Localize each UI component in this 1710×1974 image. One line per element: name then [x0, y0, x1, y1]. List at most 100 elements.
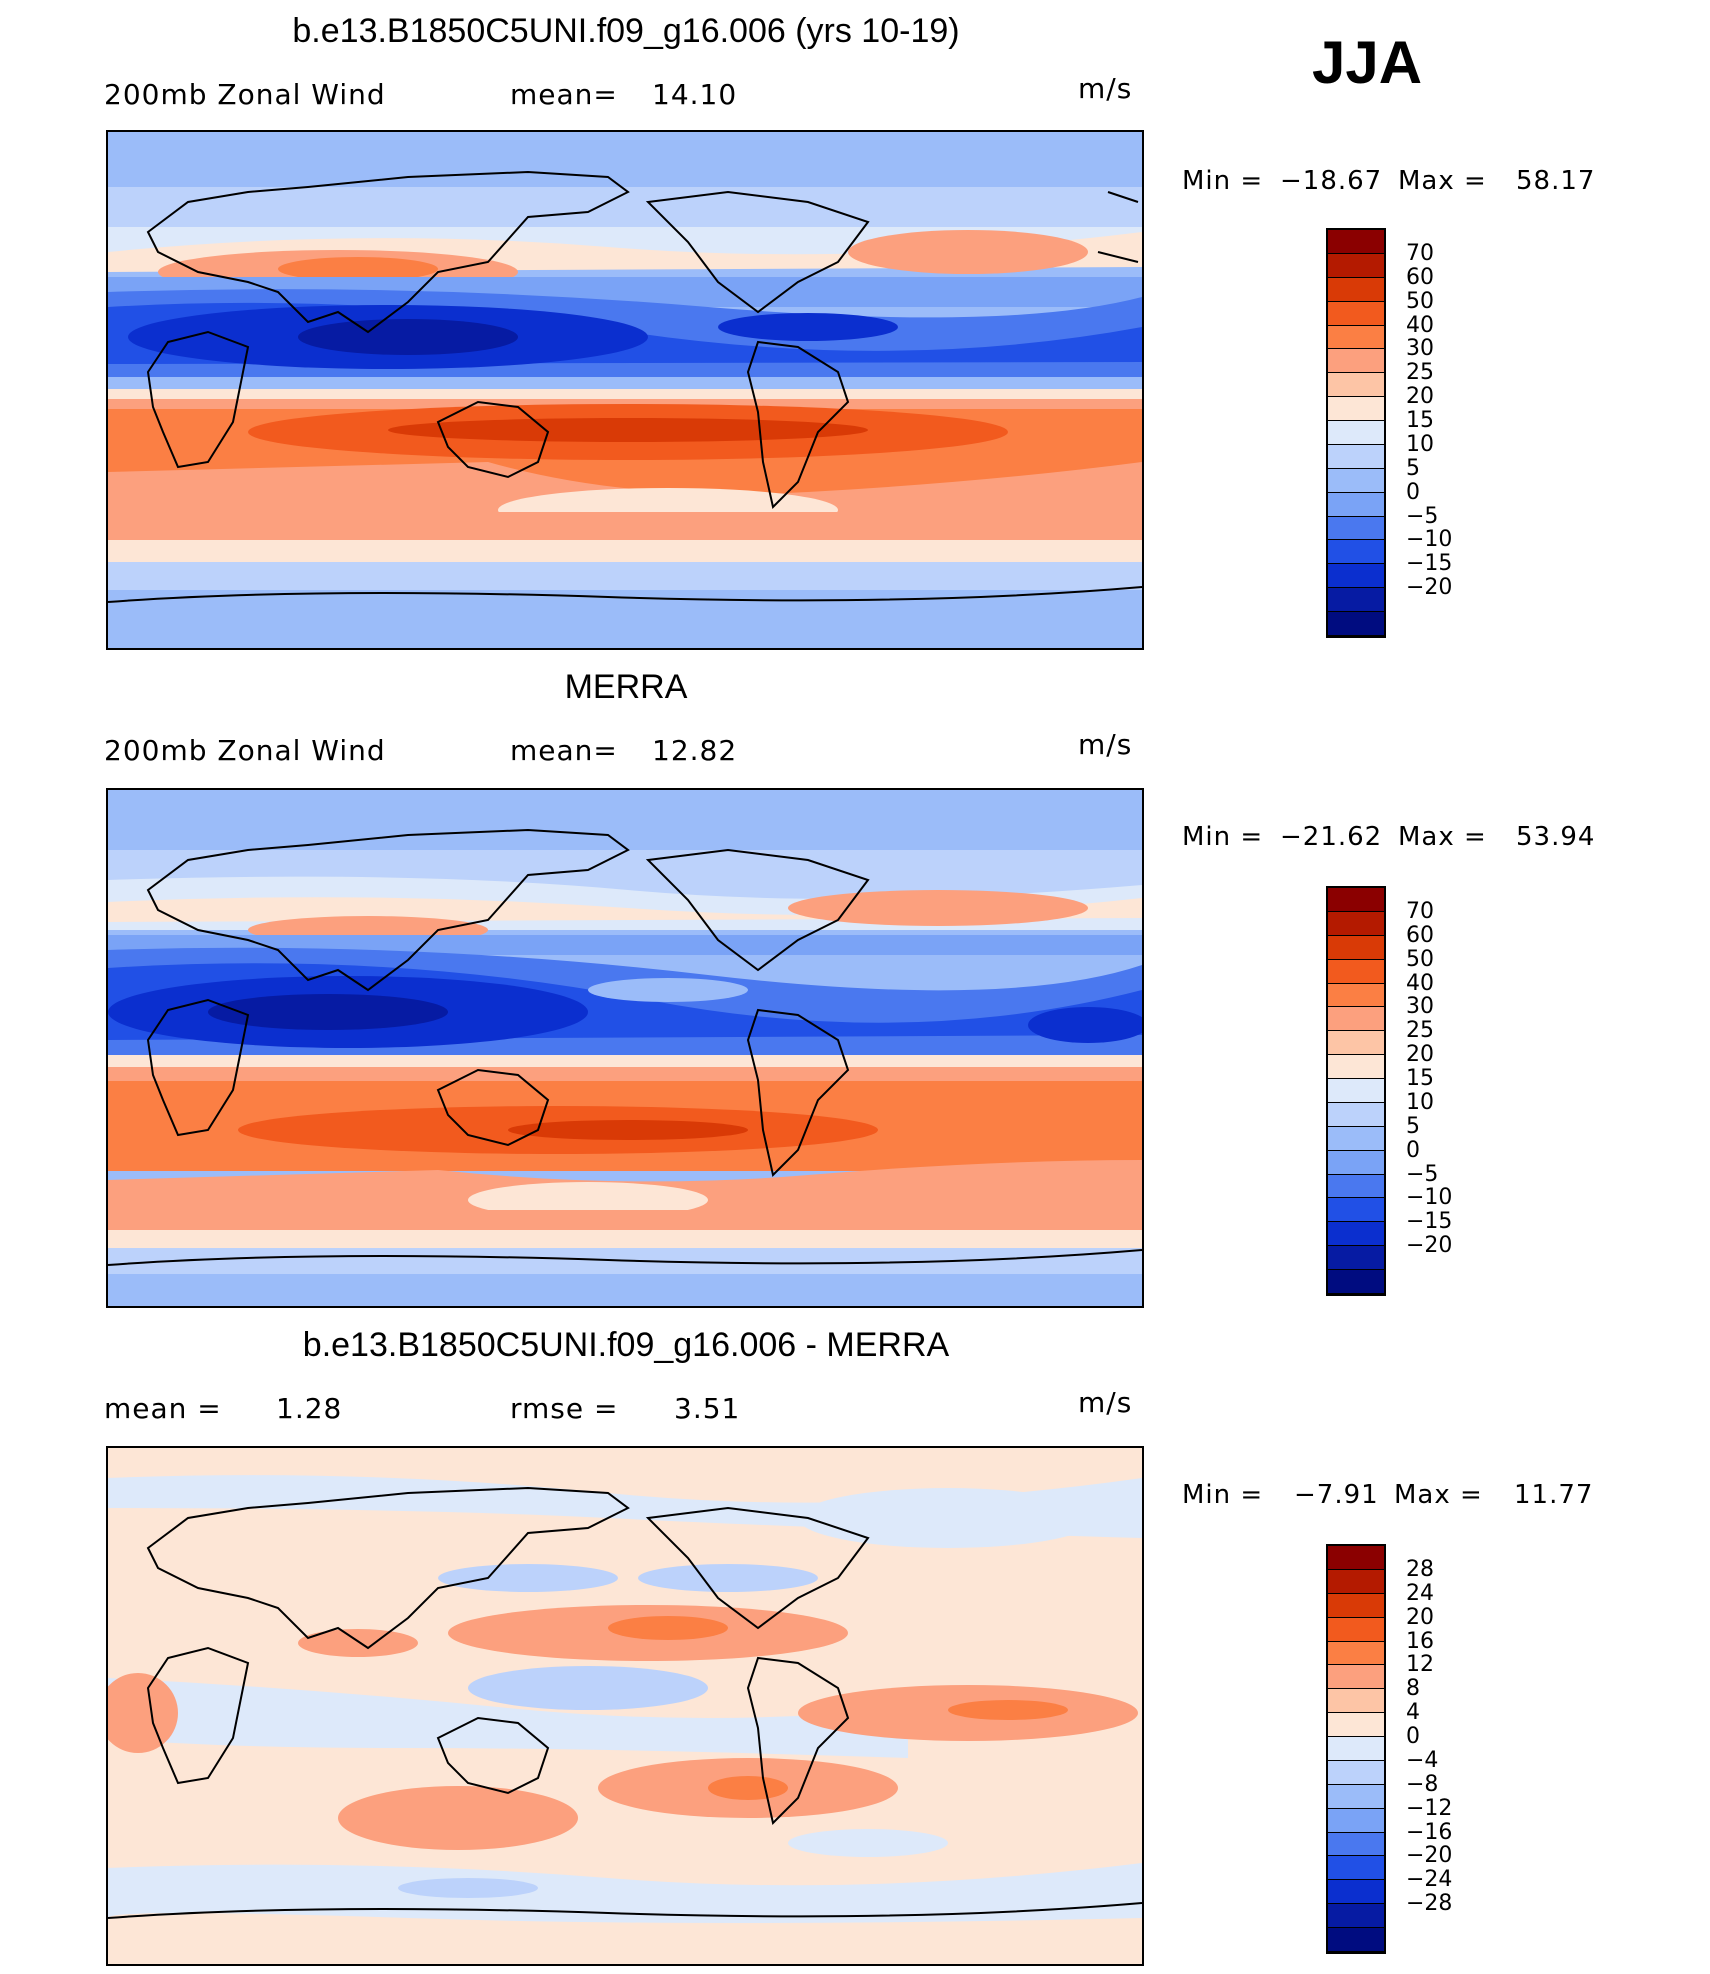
panel3-title: b.e13.B1850C5UNI.f09_g16.006 - MERRA: [302, 1326, 950, 1364]
panel3-colorbar-swatch: [1328, 1569, 1384, 1594]
panel1-colorbar-tick-label: 70: [1406, 240, 1434, 266]
panel2-colorbar-tick-label: 40: [1406, 970, 1434, 996]
panel1-min-label: Min =: [1182, 166, 1264, 196]
panel3-colorbar-tick-label: 4: [1406, 1700, 1420, 1726]
panel1-colorbar-swatch: [1328, 588, 1384, 612]
panel1-colorbar-swatches: [1326, 228, 1386, 638]
panel2-map-field: [108, 790, 1142, 1306]
panel2-colorbar-tick-label: 20: [1406, 1042, 1434, 1068]
panel2-max-value: 53.94: [1516, 822, 1596, 852]
panel3-colorbar-tick-label: −12: [1406, 1795, 1453, 1821]
panel3-units: m/s: [1078, 1386, 1133, 1419]
panel2-colorbar-tick-label: 0: [1406, 1137, 1420, 1163]
panel1-colorbar-tick-label: 40: [1406, 312, 1434, 338]
panel2-colorbar-swatch: [1328, 959, 1384, 984]
panel1-colorbar-tick-label: 20: [1406, 384, 1434, 410]
panel3-colorbar-swatch: [1328, 1546, 1384, 1570]
panel1-colorbar-swatch: [1328, 492, 1384, 517]
panel2-colorbar-swatch: [1328, 1031, 1384, 1056]
panel2-colorbar-swatch: [1328, 1126, 1384, 1151]
panel1-colorbar-swatch: [1328, 421, 1384, 445]
panel1-colorbar-tick-label: 50: [1406, 288, 1434, 314]
panel3-mean-label: mean =: [104, 1392, 222, 1425]
panel2-colorbar-tick-label: 30: [1406, 994, 1434, 1020]
panel3-map-field: [108, 1448, 1142, 1964]
panel2-colorbar-swatch: [1328, 1150, 1384, 1175]
panel2-colorbar-tick-label: −10: [1406, 1185, 1453, 1211]
panel2-min-value: −21.62: [1280, 822, 1383, 852]
panel1-colorbar-tick-label: 25: [1406, 360, 1434, 386]
panel2-max-label: Max =: [1398, 822, 1487, 852]
panel3-colorbar-tick-label: 16: [1406, 1628, 1434, 1654]
panel2-map: [106, 788, 1144, 1308]
panel1-colorbar-tick-label: −5: [1406, 503, 1439, 529]
panel1-units: m/s: [1078, 72, 1133, 105]
panel3-colorbar-swatches: [1326, 1544, 1386, 1954]
panel2-colorbar-swatch: [1328, 983, 1384, 1008]
panel1-colorbar-tick-label: 30: [1406, 336, 1434, 362]
panel3-rmse-label: rmse =: [510, 1392, 619, 1425]
panel1-mean-label: mean=: [510, 78, 618, 111]
panel2-colorbar-swatch: [1328, 1174, 1384, 1199]
panel1-mean-value: 14.10: [652, 78, 738, 111]
panel1-max-label: Max =: [1398, 166, 1487, 196]
panel3-colorbar-swatch: [1328, 1880, 1384, 1905]
panel2-colorbar-swatch: [1328, 935, 1384, 960]
panel2-colorbar-swatch: [1328, 911, 1384, 936]
panel3-max-value: 11.77: [1514, 1480, 1594, 1510]
panel3-map: [106, 1446, 1144, 1966]
panel2-colorbar-tick-label: 70: [1406, 898, 1434, 924]
panel1-colorbar-swatch: [1328, 253, 1384, 278]
panel2-colorbar-tick-label: 50: [1406, 946, 1434, 972]
panel1-colorbar-tick-label: −15: [1406, 551, 1453, 577]
panel2-min-label: Min =: [1182, 822, 1264, 852]
panel2-colorbar-tick-label: 25: [1406, 1018, 1434, 1044]
panel2-variable-label: 200mb Zonal Wind: [104, 734, 386, 767]
panel3-colorbar-swatch: [1328, 1832, 1384, 1857]
panel3-max-label: Max =: [1394, 1480, 1483, 1510]
panel2-colorbar-tick-label: 5: [1406, 1113, 1420, 1139]
panel1-map: [106, 130, 1144, 650]
panel2-colorbar-swatch: [1328, 1079, 1384, 1103]
panel1-min-value: −18.67: [1280, 166, 1383, 196]
panel1-colorbar-swatch: [1328, 540, 1384, 565]
panel3-colorbar-tick-label: 12: [1406, 1652, 1434, 1678]
panel2-colorbar-tick-label: 10: [1406, 1089, 1434, 1115]
panel2-mean-value: 12.82: [652, 734, 738, 767]
panel3-colorbar-swatch: [1328, 1760, 1384, 1785]
panel2-colorbar-swatch: [1328, 1007, 1384, 1032]
panel1-colorbar-tick-label: 5: [1406, 455, 1420, 481]
panel2-colorbar-swatch: [1328, 1198, 1384, 1223]
panel2-colorbar-swatch: [1328, 888, 1384, 912]
panel2-units: m/s: [1078, 728, 1133, 761]
panel3-colorbar-tick-label: 20: [1406, 1604, 1434, 1630]
panel1-colorbar-swatch: [1328, 349, 1384, 374]
panel2-colorbar-tick-label: −20: [1406, 1233, 1453, 1259]
panel1-max-value: 58.17: [1516, 166, 1596, 196]
panel3-colorbar-tick-label: 24: [1406, 1580, 1434, 1606]
panel3-colorbar-swatch: [1328, 1689, 1384, 1714]
panel3-colorbar-swatch: [1328, 1737, 1384, 1761]
panel2-colorbar-swatch: [1328, 1222, 1384, 1247]
panel3-colorbar-swatch: [1328, 1641, 1384, 1666]
panel1-colorbar-tick-label: −10: [1406, 527, 1453, 553]
panel1-colorbar-tick-label: 10: [1406, 431, 1434, 457]
panel1-colorbar-swatch: [1328, 612, 1384, 636]
panel3-colorbar-tick-label: −8: [1406, 1771, 1439, 1797]
panel1-colorbar-swatch: [1328, 397, 1384, 421]
panel2-colorbar-swatch: [1328, 1102, 1384, 1127]
panel1-colorbar-swatch: [1328, 277, 1384, 302]
panel3-colorbar-swatch: [1328, 1928, 1384, 1952]
panel1-colorbar-swatch: [1328, 301, 1384, 326]
panel1-colorbar-tick-label: 60: [1406, 264, 1434, 290]
panel3-rmse-value: 3.51: [674, 1392, 741, 1425]
panel2-colorbar-swatch: [1328, 1246, 1384, 1270]
panel1-colorbar-swatch: [1328, 444, 1384, 469]
panel2-colorbar-swatch: [1328, 1270, 1384, 1294]
panel1-colorbar-swatch: [1328, 564, 1384, 589]
panel3-colorbar-swatch: [1328, 1784, 1384, 1809]
panel3-colorbar-swatch: [1328, 1665, 1384, 1690]
panel3-colorbar-tick-label: −24: [1406, 1867, 1453, 1893]
panel3-mean-value: 1.28: [276, 1392, 343, 1425]
panel1-variable-label: 200mb Zonal Wind: [104, 78, 386, 111]
